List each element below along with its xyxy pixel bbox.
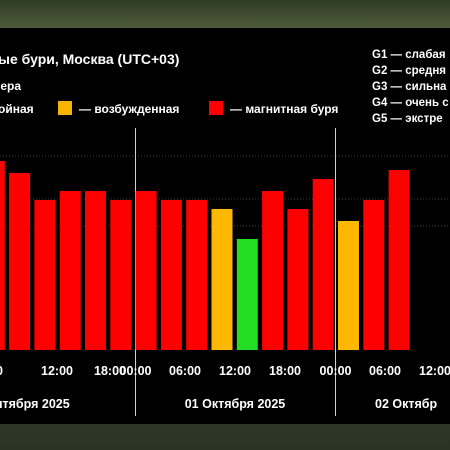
legend-storm-swatch xyxy=(209,101,223,115)
bar-1 xyxy=(9,173,31,350)
legend-active-swatch xyxy=(58,101,72,115)
bar-8 xyxy=(186,200,208,350)
x-tick-label-4: 06:00 xyxy=(169,364,201,378)
legend: ойная — возбужденная — магнитная буря xyxy=(0,101,360,117)
date-label-1: 01 Октября 2025 xyxy=(185,397,286,411)
bar-12 xyxy=(287,209,309,350)
x-tick-label-5: 12:00 xyxy=(219,364,251,378)
x-tick-label-6: 18:00 xyxy=(269,364,301,378)
legend-quiet-label: ойная xyxy=(0,102,34,116)
bar-6 xyxy=(135,191,157,350)
bar-2 xyxy=(34,200,56,350)
date-label-2: 02 Октябр xyxy=(375,397,437,411)
g4-label: G4 — очень с xyxy=(372,97,449,109)
bar-10 xyxy=(236,239,258,350)
bar-15 xyxy=(363,200,385,350)
g1-label: G1 — слабая xyxy=(372,49,446,61)
chart-subtitle: фера xyxy=(0,79,22,93)
g5-label: G5 — экстре xyxy=(372,113,443,125)
legend-active-label: — возбужденная xyxy=(79,102,180,116)
kp-index-chart: 0012:0018:0000:0006:0012:0018:0000:0006:… xyxy=(0,128,450,416)
x-tick-label-2: 18:00 xyxy=(94,364,126,378)
bar-3 xyxy=(59,191,81,350)
bar-4 xyxy=(85,191,106,350)
x-tick-label-7: 00:00 xyxy=(320,364,352,378)
bar-7 xyxy=(160,200,182,350)
chart-panel: 0012:0018:0000:0006:0012:0018:0000:0006:… xyxy=(0,28,450,424)
legend-storm-label: — магнитная буря xyxy=(230,102,339,116)
x-tick-label-8: 06:00 xyxy=(369,364,401,378)
chart-title: ые бури, Москва (UTC+03) xyxy=(0,51,180,67)
x-tick-label-3: 00:00 xyxy=(120,364,152,378)
x-tick-label-9: 12:00 xyxy=(419,364,450,378)
bar-16 xyxy=(388,170,410,350)
bar-5 xyxy=(110,200,132,350)
bar-14 xyxy=(338,221,359,350)
bar-9 xyxy=(211,209,233,350)
g-scale-legend: G1 — слабая G2 — средня G3 — сильна G4 —… xyxy=(372,47,449,127)
g3-label: G3 — сильна xyxy=(372,81,447,93)
bar-11 xyxy=(262,191,284,350)
x-tick-label-0: 00 xyxy=(0,364,3,378)
date-label-0: ентября 2025 xyxy=(0,397,70,411)
bar-0 xyxy=(0,161,5,350)
x-tick-label-1: 12:00 xyxy=(41,364,73,378)
bar-13 xyxy=(312,179,334,350)
g2-label: G2 — средня xyxy=(372,65,447,77)
